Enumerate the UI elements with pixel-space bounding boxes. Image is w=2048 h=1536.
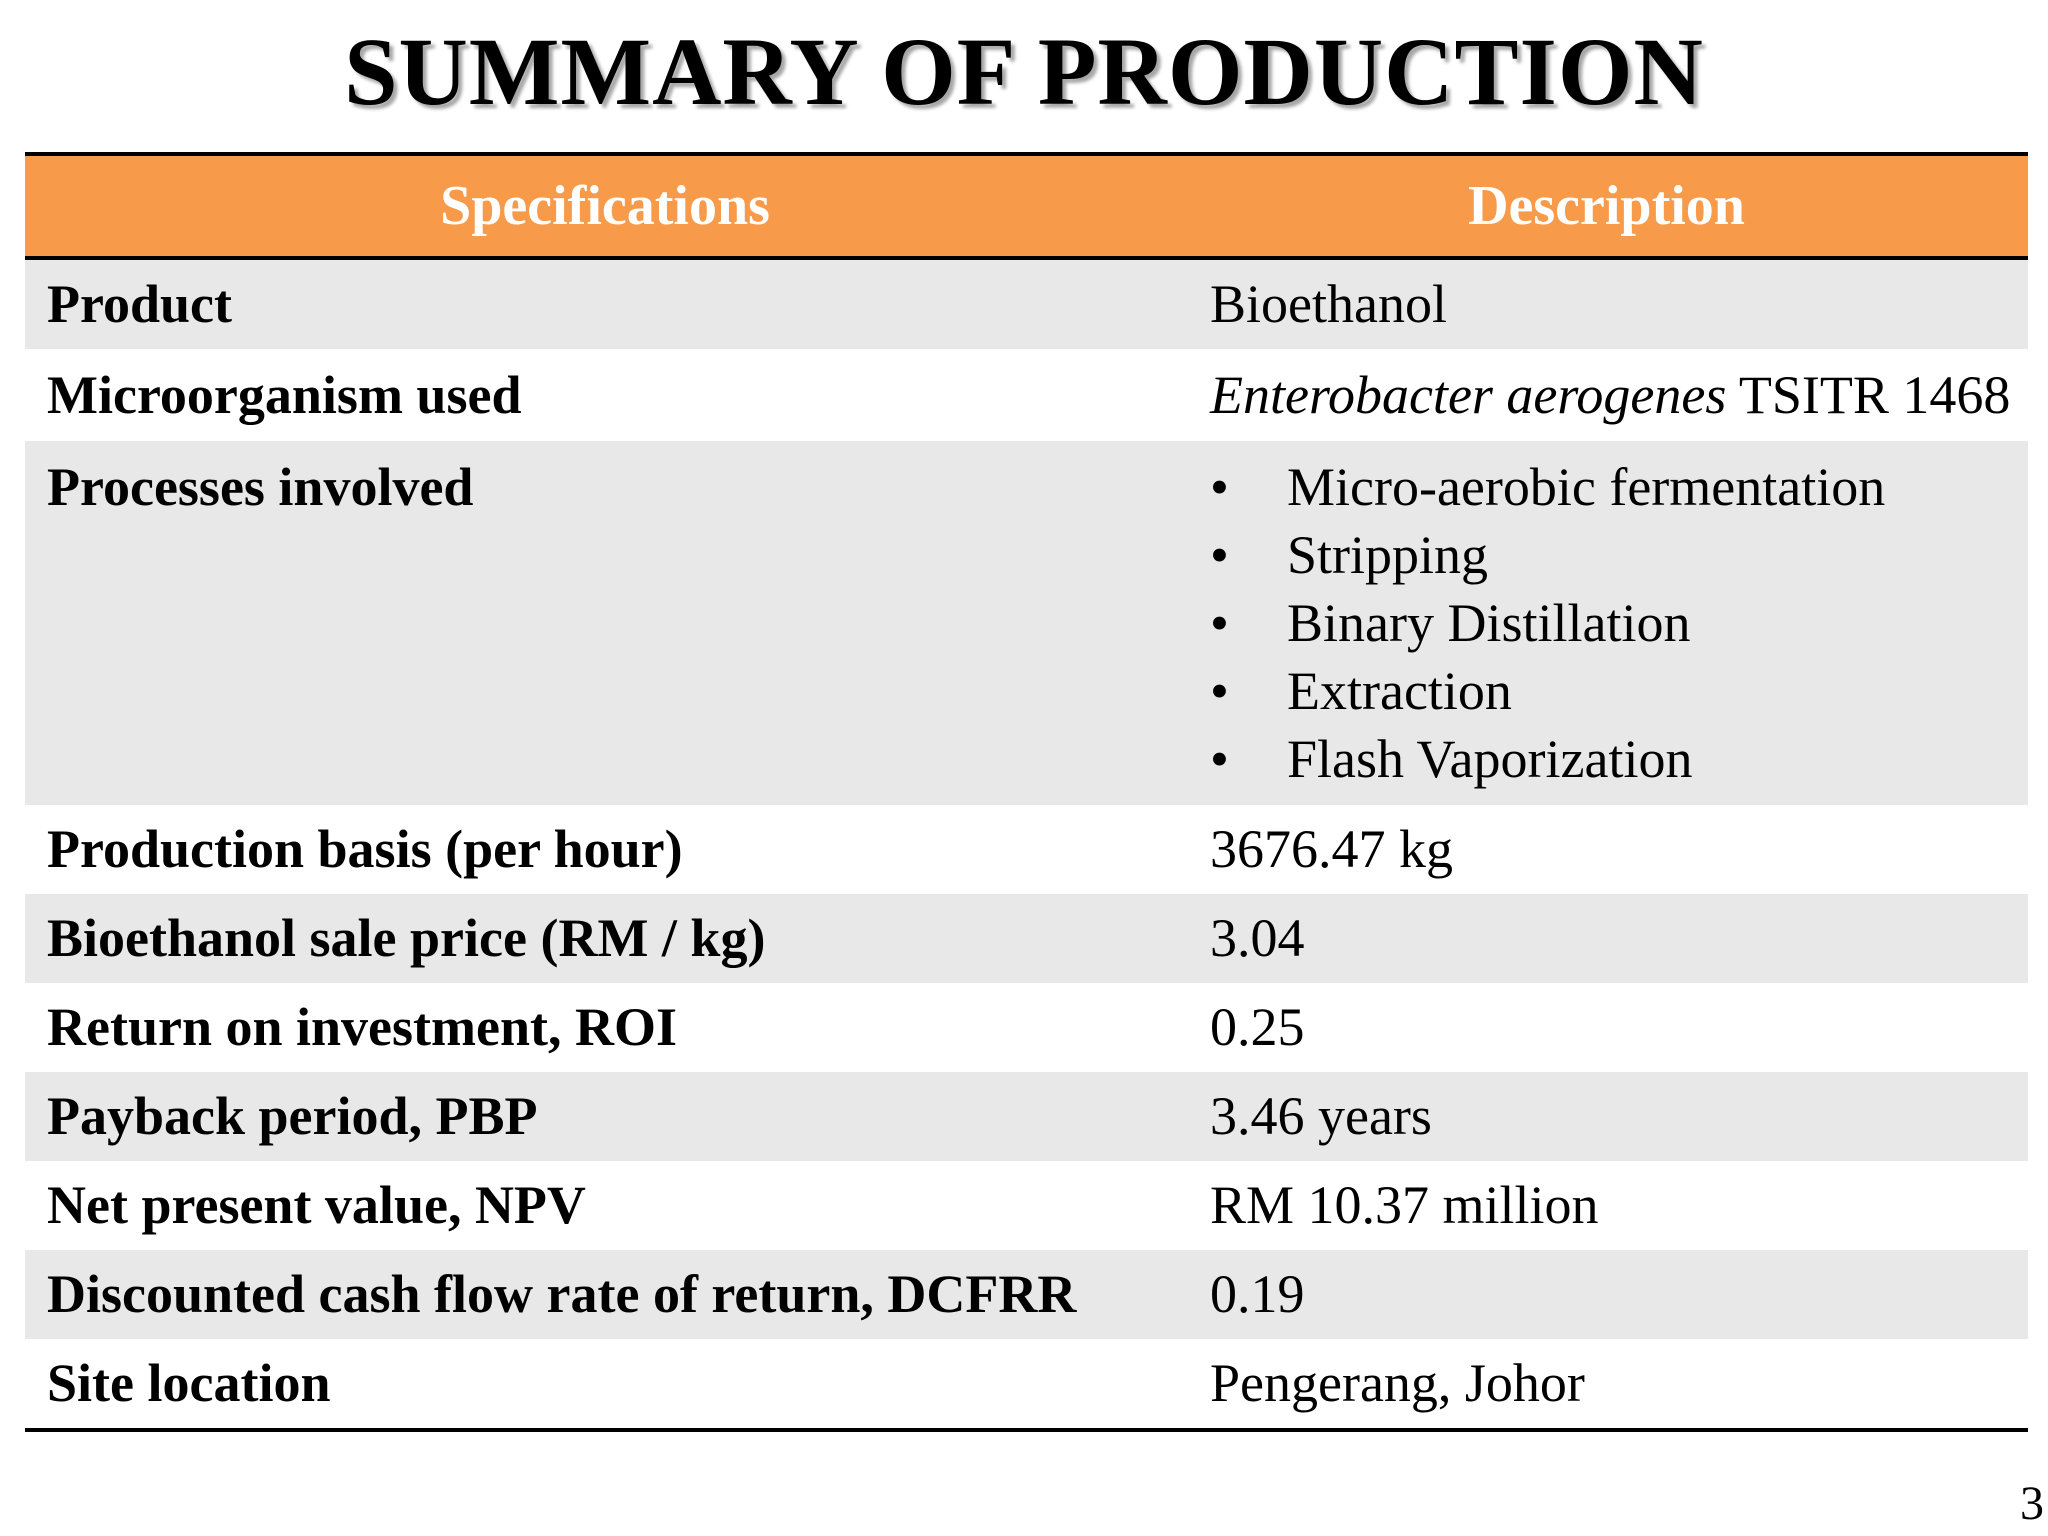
desc-cell: 3676.47 kg: [1185, 805, 2028, 894]
desc-cell: 3.46 years: [1185, 1072, 2028, 1161]
spec-cell: Net present value, NPV: [25, 1161, 1185, 1250]
spec-cell: Production basis (per hour): [25, 805, 1185, 894]
list-item-label: Micro-aerobic fermentation: [1287, 457, 1886, 517]
desc-cell: 0.19: [1185, 1250, 2028, 1339]
table-row: Product Bioethanol: [25, 258, 2028, 349]
summary-table: Specifications Description Product Bioet…: [25, 152, 2028, 1432]
desc-cell: Pengerang, Johor: [1185, 1339, 2028, 1430]
spec-cell: Processes involved: [25, 441, 1185, 805]
spec-cell: Bioethanol sale price (RM / kg): [25, 894, 1185, 983]
list-item-label: Extraction: [1287, 661, 1512, 721]
list-item-label: Stripping: [1287, 525, 1489, 585]
header-description: Description: [1185, 154, 2028, 260]
page-number: 3: [2020, 1477, 2044, 1530]
list-item: • Extraction: [1210, 657, 2028, 725]
desc-cell: 3.04: [1185, 894, 2028, 983]
desc-cell: 0.25: [1185, 983, 2028, 1072]
spec-cell: Discounted cash flow rate of return, DCF…: [25, 1250, 1185, 1339]
bullet-icon: •: [1210, 593, 1229, 653]
desc-cell: • Micro-aerobic fermentation • Stripping •…: [1185, 441, 2028, 805]
table-row: Return on investment, ROI 0.25: [25, 983, 2028, 1072]
header-row: Specifications Description: [25, 154, 2028, 260]
list-item-label: Flash Vaporization: [1287, 729, 1693, 789]
list-item: • Stripping: [1210, 521, 2028, 589]
table-row: Site location Pengerang, Johor: [25, 1339, 2028, 1430]
spec-cell: Site location: [25, 1339, 1185, 1430]
table-row: Bioethanol sale price (RM / kg) 3.04: [25, 894, 2028, 983]
table-header: Specifications Description: [25, 154, 2028, 260]
spec-cell: Return on investment, ROI: [25, 983, 1185, 1072]
table-body: Product Bioethanol Microorganism used En…: [25, 258, 2028, 1430]
organism-name: Enterobacter aerogenes: [1210, 365, 1727, 425]
spec-cell: Payback period, PBP: [25, 1072, 1185, 1161]
table-row: Discounted cash flow rate of return, DCF…: [25, 1250, 2028, 1339]
table-row: Processes involved • Micro-aerobic fermen…: [25, 441, 2028, 805]
header-specifications: Specifications: [25, 154, 1185, 260]
list-item: • Flash Vaporization: [1210, 725, 2028, 793]
bullet-icon: •: [1210, 661, 1229, 721]
desc-cell: RM 10.37 million: [1185, 1161, 2028, 1250]
table-row: Production basis (per hour) 3676.47 kg: [25, 805, 2028, 894]
list-item: • Binary Distillation: [1210, 589, 2028, 657]
list-item: • Micro-aerobic fermentation: [1210, 453, 2028, 521]
summary-table-container: Specifications Description Product Bioet…: [25, 152, 2028, 1432]
desc-cell: Bioethanol: [1185, 258, 2028, 349]
page-title: SUMMARY OF PRODUCTION: [344, 18, 1704, 125]
list-item-label: Binary Distillation: [1287, 593, 1691, 653]
table-row: Microorganism used Enterobacter aerogene…: [25, 349, 2028, 441]
bullet-icon: •: [1210, 457, 1229, 517]
spec-cell: Product: [25, 258, 1185, 349]
table-row: Net present value, NPV RM 10.37 million: [25, 1161, 2028, 1250]
bullet-icon: •: [1210, 729, 1229, 789]
bullet-icon: •: [1210, 525, 1229, 585]
desc-cell: Enterobacter aerogenes TSITR 1468: [1185, 349, 2028, 441]
organism-strain: TSITR 1468: [1726, 365, 2011, 425]
spec-cell: Microorganism used: [25, 349, 1185, 441]
process-list: • Micro-aerobic fermentation • Stripping •…: [1210, 453, 2028, 793]
table-row: Payback period, PBP 3.46 years: [25, 1072, 2028, 1161]
